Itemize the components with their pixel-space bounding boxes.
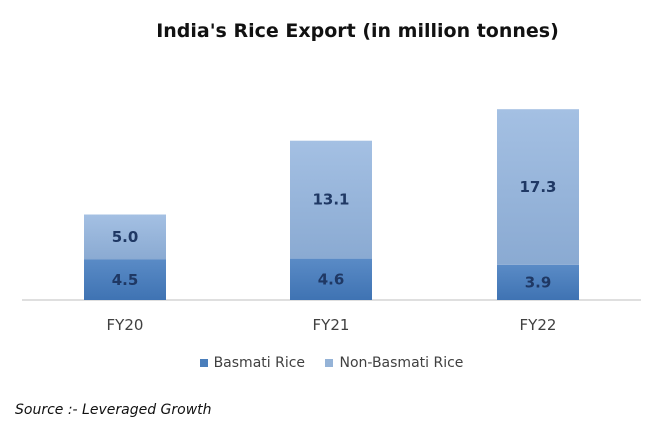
data-label-non-basmati-rice-fy21: 13.1 [312,191,349,209]
bar-non-basmati-rice-fy22 [497,109,579,265]
x-tick-label-fy21: FY21 [313,316,350,334]
legend-swatch-basmati [199,359,208,367]
bar-basmati-rice-fy22 [497,264,579,300]
bar-non-basmati-rice-fy21 [290,140,372,259]
chart-plot: 4.5 5.0 FY20 4.6 13.1 FY21 3.9 17.3 FY22 [22,109,641,334]
bar-basmati-rice-fy21 [290,258,372,300]
data-label-non-basmati-rice-fy20: 5.0 [112,228,139,246]
x-tick-label-fy20: FY20 [107,316,144,334]
legend-item-basmati: Basmati Rice [199,355,306,371]
bar-non-basmati-rice-fy20 [84,214,166,260]
legend-label-basmati: Basmati Rice [213,355,306,371]
legend-label-non-basmati: Non-Basmati Rice [339,355,464,371]
bar-basmati-rice-fy20 [84,259,166,300]
data-label-basmati-rice-fy22: 3.9 [525,273,552,291]
chart-title: India's Rice Export (in million tonnes) [156,20,559,42]
data-label-basmati-rice-fy20: 4.5 [112,271,139,289]
legend-item-non-basmati: Non-Basmati Rice [325,355,463,371]
chart-legend: Basmati Rice Non-Basmati Rice [0,355,663,371]
data-label-basmati-rice-fy21: 4.6 [318,270,345,288]
x-tick-label-fy22: FY22 [520,316,557,334]
source-note: Source :- Leveraged Growth [15,402,212,418]
legend-swatch-non-basmati [325,359,334,367]
data-label-non-basmati-rice-fy22: 17.3 [519,178,556,196]
